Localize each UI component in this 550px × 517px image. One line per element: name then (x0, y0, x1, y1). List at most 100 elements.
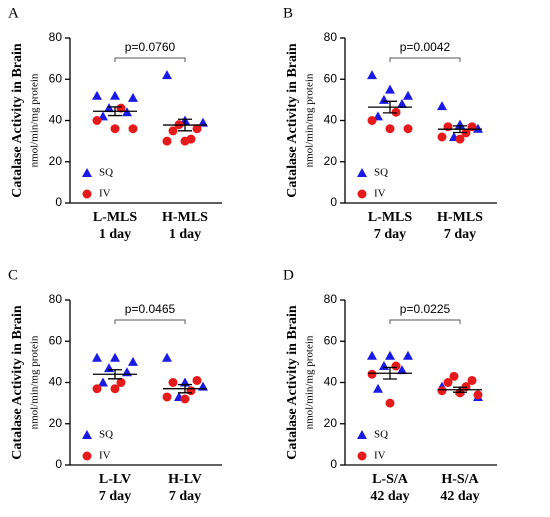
legend-marker (82, 168, 92, 177)
x-tick-label: L-MLS (368, 210, 413, 225)
data-point (192, 375, 202, 385)
y-tick-label: 20 (49, 416, 63, 430)
data-point (443, 378, 453, 387)
panel-label: D (283, 267, 294, 283)
y-tick-label: 0 (330, 195, 337, 209)
error-bar (453, 125, 467, 134)
x-tick-label: H-S/A (441, 472, 479, 487)
data-point (168, 378, 178, 387)
x-tick-label: 7 day (374, 227, 406, 242)
data-point (92, 384, 102, 394)
data-point (403, 90, 413, 100)
panel: A Catalase Activity in Brain nmol/min/mg p… (8, 5, 222, 242)
panel: C Catalase Activity in Brain nmol/min/mg p… (8, 267, 222, 504)
data-point (449, 371, 459, 381)
data-point (367, 70, 377, 80)
data-point (104, 363, 114, 373)
data-point (367, 369, 377, 379)
data-point (198, 117, 208, 127)
p-value: p=0.0465 (125, 302, 176, 316)
legend-label: SQ (99, 429, 113, 441)
data-point (437, 101, 447, 111)
panel-label: C (8, 267, 18, 283)
y-tick-label: 0 (55, 457, 62, 471)
x-tick-label: L-S/A (372, 472, 409, 487)
data-point (367, 116, 377, 125)
legend-label: IV (99, 188, 111, 200)
y-tick-label: 60 (324, 333, 338, 347)
data-point (128, 124, 138, 134)
x-tick-label: H-LV (168, 472, 202, 487)
x-tick-label: H-MLS (162, 210, 208, 225)
data-point (473, 123, 483, 133)
y-tick-label: 40 (324, 375, 338, 389)
legend-marker (82, 430, 92, 439)
data-point (162, 70, 172, 80)
y-tick-label: 0 (55, 195, 62, 209)
error-bar (178, 383, 192, 394)
x-tick-label: 1 day (169, 227, 201, 242)
significance-bracket (114, 319, 186, 324)
data-point (397, 99, 407, 108)
significance-bracket (114, 57, 186, 62)
data-point (92, 116, 102, 125)
x-tick-label: L-LV (99, 472, 131, 487)
y-tick-label: 60 (49, 71, 63, 85)
data-point (104, 103, 114, 113)
x-tick-label: 7 day (169, 489, 201, 504)
data-point (116, 378, 126, 387)
data-point (168, 126, 178, 136)
data-point (116, 103, 126, 113)
error-bar (383, 366, 397, 380)
x-tick-label: 1 day (99, 227, 131, 242)
data-point (192, 124, 202, 134)
legend-marker (357, 189, 367, 199)
legend-marker (357, 168, 367, 177)
y-axis-sublabel: nmol/min/mg protein (304, 73, 316, 167)
p-value: p=0.0225 (400, 302, 451, 316)
legend-label: SQ (99, 167, 113, 179)
significance-bracket (389, 319, 461, 324)
data-point (180, 136, 190, 146)
y-axis-sublabel: nmol/min/mg protein (29, 335, 41, 429)
legend-label: SQ (374, 429, 388, 441)
y-tick-label: 60 (49, 333, 63, 347)
x-tick-label: 7 day (444, 227, 476, 242)
legend-label: IV (374, 450, 386, 462)
data-point (437, 386, 447, 396)
legend-label: IV (374, 188, 386, 200)
panel-label: A (8, 5, 19, 21)
data-point (128, 92, 138, 102)
data-point (403, 350, 413, 360)
x-tick-label: 42 day (440, 489, 479, 504)
data-point (385, 350, 395, 360)
data-point (455, 134, 465, 144)
legend-label: IV (99, 450, 111, 462)
y-axis-label: Catalase Activity in Brain (285, 43, 300, 198)
data-point (367, 350, 377, 360)
data-point (379, 94, 389, 104)
data-point (385, 398, 395, 408)
y-tick-label: 20 (324, 416, 338, 430)
data-point (391, 361, 401, 371)
data-point (128, 356, 138, 366)
data-point (467, 375, 477, 385)
legend-marker (82, 189, 92, 199)
data-point (397, 365, 407, 375)
data-point (110, 384, 120, 394)
y-tick-label: 20 (49, 154, 63, 168)
y-axis-sublabel: nmol/min/mg protein (29, 73, 41, 167)
y-tick-label: 40 (49, 375, 63, 389)
data-point (98, 377, 108, 387)
legend-label: SQ (374, 167, 388, 179)
data-point (180, 394, 190, 404)
y-tick-label: 80 (324, 292, 338, 306)
y-axis-label: Catalase Activity in Brain (285, 305, 300, 460)
legend-marker (357, 430, 367, 439)
data-point (92, 352, 102, 362)
data-point (162, 392, 172, 402)
x-tick-label: 42 day (370, 489, 409, 504)
y-tick-label: 60 (324, 71, 338, 85)
data-point (110, 90, 120, 100)
